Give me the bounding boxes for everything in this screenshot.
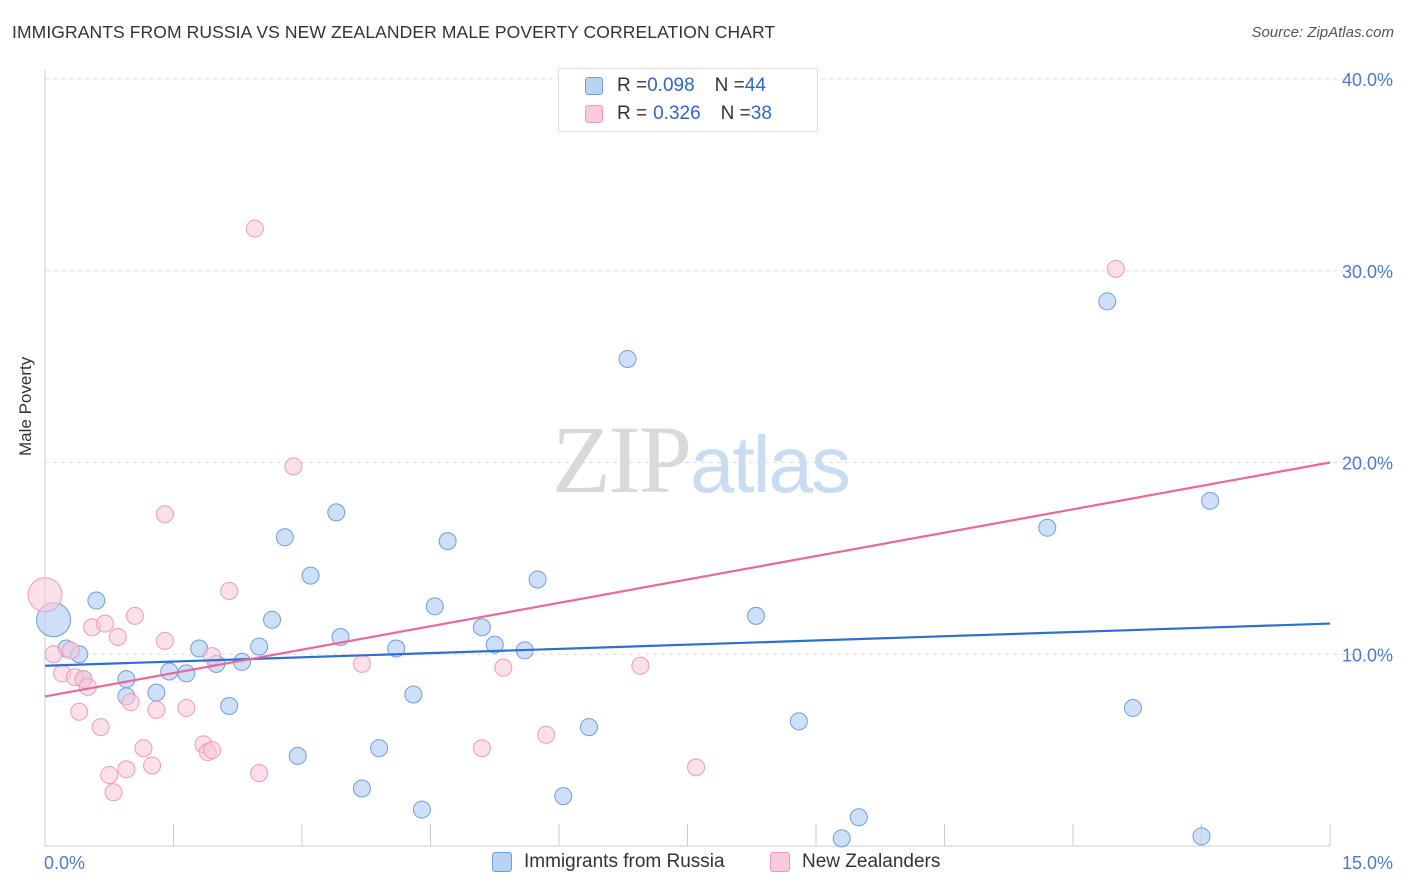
bottom-legend-label-russia: Immigrants from Russia: [524, 851, 725, 872]
point-nz: [177, 698, 196, 717]
point-russia: [301, 566, 320, 585]
point-russia: [1192, 827, 1211, 846]
point-russia: [789, 712, 808, 731]
point-nz: [147, 700, 166, 719]
point-russia: [352, 779, 371, 798]
point-russia: [1098, 292, 1117, 311]
point-nz: [44, 645, 63, 664]
point-russia: [528, 570, 547, 589]
point-nz: [108, 627, 127, 646]
point-nz: [134, 739, 153, 758]
point-russia: [263, 610, 282, 629]
x-tick-label: 15.0%: [1342, 853, 1393, 873]
point-russia: [387, 639, 406, 658]
trendline-nz: [44, 461, 1331, 698]
point-nz: [203, 647, 222, 666]
point-russia: [1123, 698, 1142, 717]
y-tick-label: 30.0%: [1342, 262, 1393, 282]
point-russia: [147, 683, 166, 702]
legend-r-value: 0.098: [647, 75, 695, 96]
correlation-legend: R = 0.098 N = 44 R = 0.326 N = 38: [558, 68, 818, 132]
point-nz: [245, 219, 264, 238]
legend-n-value: 38: [750, 103, 772, 124]
point-nz: [352, 654, 371, 673]
point-nz: [537, 725, 556, 744]
point-nz: [220, 581, 239, 600]
point-nz: [121, 693, 140, 712]
bottom-legend-swatch-blue: [492, 852, 512, 872]
point-russia: [472, 618, 491, 637]
bottom-legend-swatch-pink: [770, 852, 790, 872]
y-tick-label: 10.0%: [1342, 645, 1393, 665]
point-nz: [155, 631, 174, 650]
point-russia: [747, 606, 766, 625]
point-nz: [143, 756, 162, 775]
point-russia: [404, 685, 423, 704]
point-nz: [100, 766, 119, 785]
legend-swatch-pink: [585, 105, 603, 123]
point-russia: [160, 662, 179, 681]
point-russia: [438, 532, 457, 551]
x-tick-label: 0.0%: [44, 853, 85, 873]
legend-r-label: R =: [617, 75, 648, 96]
point-russia: [250, 637, 269, 656]
point-nz: [70, 702, 89, 721]
y-tick-label: 20.0%: [1342, 454, 1393, 474]
point-nz: [95, 614, 114, 633]
point-nz: [203, 741, 222, 760]
chart-title: IMMIGRANTS FROM RUSSIA VS NEW ZEALANDER …: [12, 22, 776, 42]
point-nz: [494, 658, 513, 677]
legend-row-russia: R = 0.098 N = 44: [585, 73, 766, 99]
point-nz: [61, 641, 80, 660]
point-russia: [1038, 518, 1057, 537]
point-nz: [284, 457, 303, 476]
point-russia: [832, 829, 851, 848]
point-russia: [370, 739, 389, 758]
point-russia: [1201, 491, 1220, 510]
point-nz: [91, 718, 110, 737]
point-nz: [27, 577, 63, 613]
point-nz: [155, 505, 174, 524]
legend-r-label: R =: [617, 103, 648, 124]
y-tick-label: 40.0%: [1342, 70, 1393, 90]
watermark: ZIPatlas: [552, 404, 851, 515]
trendline-russia: [44, 622, 1331, 667]
point-russia: [177, 664, 196, 683]
point-nz: [472, 739, 491, 758]
point-nz: [1106, 259, 1125, 278]
point-russia: [220, 697, 239, 716]
watermark-atlas: atlas: [690, 420, 851, 509]
point-russia: [579, 718, 598, 737]
bottom-legend-label-nz: New Zealanders: [802, 851, 941, 872]
chart-source: Source: ZipAtlas.com: [1251, 24, 1394, 41]
legend-n-value: 44: [744, 75, 766, 96]
point-russia: [485, 635, 504, 654]
point-russia: [327, 503, 346, 522]
watermark-zip: ZIP: [552, 406, 692, 513]
legend-n-label: N =: [714, 75, 745, 96]
legend-swatch-blue: [585, 77, 603, 95]
point-russia: [412, 800, 431, 819]
bottom-legend-nz: New Zealanders: [770, 851, 940, 873]
bottom-legend-russia: Immigrants from Russia: [492, 851, 725, 873]
point-russia: [849, 808, 868, 827]
point-nz: [125, 606, 144, 625]
point-nz: [631, 656, 650, 675]
point-russia: [288, 746, 307, 765]
point-russia: [425, 597, 444, 616]
point-russia: [618, 349, 637, 368]
legend-n-label: N =: [720, 103, 751, 124]
point-nz: [117, 760, 136, 779]
legend-row-nz: R = 0.326 N = 38: [585, 101, 772, 127]
point-russia: [554, 787, 573, 806]
y-axis-label: Male Poverty: [16, 356, 35, 456]
point-nz: [250, 764, 269, 783]
point-russia: [117, 670, 136, 689]
point-russia: [275, 528, 294, 547]
legend-r-value: 0.326: [653, 103, 701, 124]
point-nz: [687, 758, 706, 777]
point-nz: [104, 783, 123, 802]
point-russia: [87, 591, 106, 610]
